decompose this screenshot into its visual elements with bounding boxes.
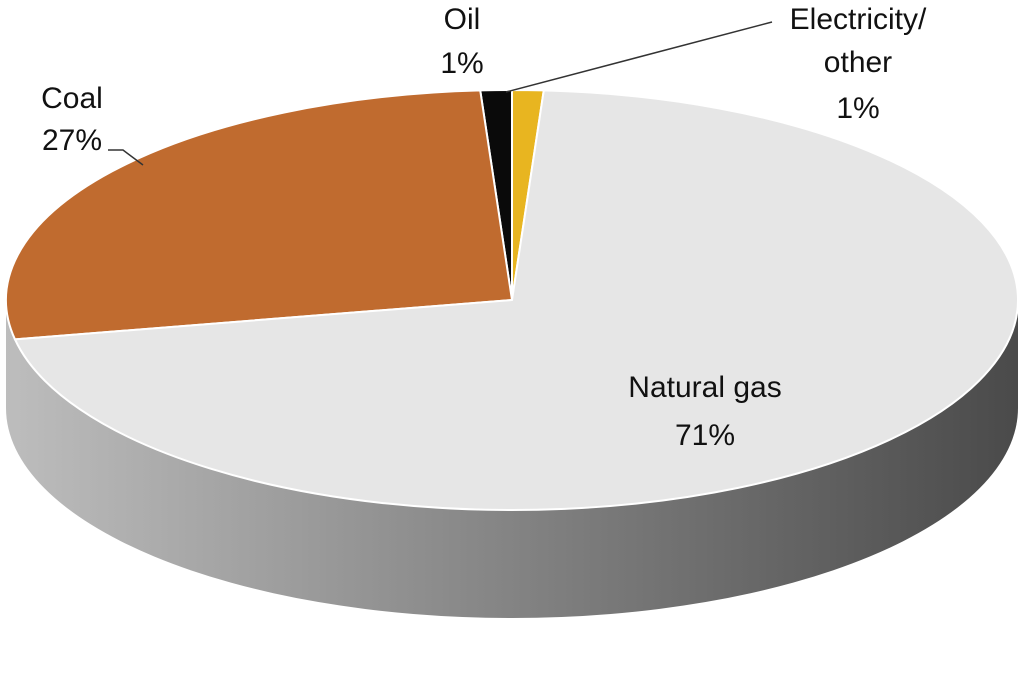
slice-labels: Natural gas 71% Coal 27% Oil 1% Electric… [41, 3, 927, 452]
leader-lines [108, 21, 773, 166]
pie-top-face [5, 88, 1019, 511]
label-coal-value: 27% [42, 124, 102, 157]
slice-coal [5, 89, 514, 341]
label-electricity-name-line2: other [824, 46, 892, 79]
label-natural-gas-name: Natural gas [628, 371, 781, 404]
slice-natural-gas [13, 89, 1019, 511]
pie-side-wall [6, 300, 1018, 618]
label-oil-name: Oil [444, 3, 481, 36]
label-oil-value: 1% [440, 47, 483, 80]
pie-side-wall-surface [6, 300, 1018, 618]
leader-line-electricity [505, 21, 773, 93]
label-natural-gas-value: 71% [675, 419, 735, 452]
label-coal-name: Coal [41, 82, 103, 115]
label-electricity-name-line1: Electricity/ [790, 3, 927, 36]
label-electricity-value: 1% [836, 92, 879, 125]
leader-line-coal [108, 149, 144, 166]
